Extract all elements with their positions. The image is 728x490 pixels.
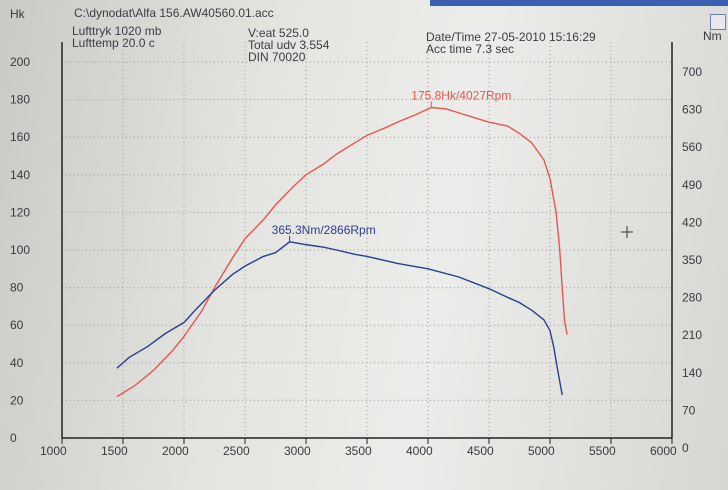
y-left-tick-label: 80 [10, 281, 24, 295]
acc-time: Acc time 7.3 sec [426, 42, 515, 56]
y-right-tick-label: 210 [682, 328, 702, 342]
lufttryk: Lufttryk 1020 mb [72, 24, 162, 38]
y-left-label: Hk [10, 7, 26, 21]
x-tick-label: 3000 [284, 444, 311, 458]
cursor-crosshair [621, 226, 633, 238]
x-tick-label: 1500 [101, 444, 128, 458]
x-tick-label: 5500 [589, 444, 616, 458]
x-tick-label: 1000 [40, 444, 67, 458]
y-left-tick-label: 60 [10, 318, 24, 332]
y-left-tick-label: 40 [10, 356, 24, 370]
y-left-tick-label: 160 [10, 130, 30, 144]
y-right-tick-label: 350 [682, 253, 702, 267]
x-tick-label: 4500 [467, 444, 494, 458]
y-left-tick-label: 120 [10, 205, 30, 219]
y-left-tick-label: 0 [10, 431, 17, 445]
x-tick-label: 3500 [345, 444, 372, 458]
lufttemp: Lufttemp 20.0 c [72, 36, 155, 50]
x-tick-label: 4000 [406, 444, 433, 458]
torque-peak-label: 365.3Nm/2866Rpm [272, 223, 376, 237]
x-tick-label: 6000 [650, 444, 677, 458]
x-tick-label: 5000 [528, 444, 555, 458]
y-right-tick-label: 140 [682, 366, 702, 380]
vaeat: V:eat 525.0 [248, 26, 309, 40]
y-left-tick-label: 140 [10, 168, 30, 182]
y-left-tick-label: 200 [10, 55, 30, 69]
y-left-tick-label: 180 [10, 93, 30, 107]
total-udv: Total udv 3.554 [248, 38, 330, 52]
power-peak-label: 175.8Hk/4027Rpm [411, 88, 511, 102]
title-bar [430, 0, 728, 6]
y-right-tick-label: 0 [682, 441, 689, 455]
y-right-label: Nm [703, 29, 722, 43]
din: DIN 70020 [248, 50, 306, 64]
y-right-tick-label: 630 [682, 103, 702, 117]
y-right-tick-label: 700 [682, 65, 702, 79]
y-right-tick-label: 490 [682, 178, 702, 192]
y-left-tick-label: 20 [10, 393, 24, 407]
y-right-tick-label: 420 [682, 215, 702, 229]
x-tick-label: 2000 [162, 444, 189, 458]
date-time: Date/Time 27-05-2010 15:16:29 [426, 30, 596, 44]
y-right-tick-label: 280 [682, 291, 702, 305]
y-right-tick-label: 70 [682, 403, 696, 417]
minimize-button[interactable] [710, 14, 726, 30]
file-path: C:\dynodat\Alfa 156.AW40560.01.acc [74, 6, 274, 20]
y-right-tick-label: 560 [682, 140, 702, 154]
torque-curve [116, 241, 563, 396]
x-tick-label: 2500 [223, 444, 250, 458]
y-left-tick-label: 100 [10, 243, 30, 257]
